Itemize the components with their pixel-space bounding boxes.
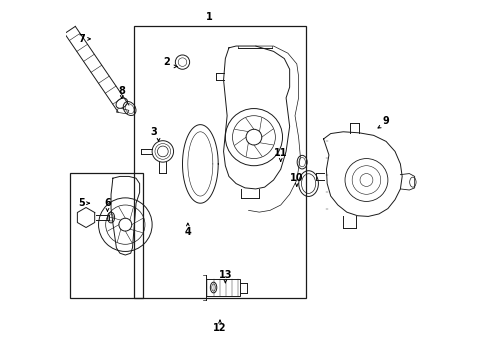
Text: 5: 5 bbox=[78, 198, 85, 208]
Text: 2: 2 bbox=[163, 57, 170, 67]
Bar bbox=[134, 26, 306, 298]
Text: 6: 6 bbox=[104, 198, 111, 208]
Text: 8: 8 bbox=[118, 86, 125, 96]
Bar bbox=[70, 173, 143, 298]
Text: 12: 12 bbox=[213, 323, 227, 333]
Text: 1: 1 bbox=[206, 13, 213, 22]
Bar bbox=[206, 279, 240, 296]
Text: 10: 10 bbox=[290, 173, 303, 183]
Text: 11: 11 bbox=[274, 148, 288, 158]
Text: 3: 3 bbox=[150, 127, 157, 137]
Text: 7: 7 bbox=[78, 34, 85, 44]
Text: 9: 9 bbox=[383, 116, 390, 126]
Text: 4: 4 bbox=[184, 227, 191, 237]
Text: 13: 13 bbox=[219, 270, 232, 280]
